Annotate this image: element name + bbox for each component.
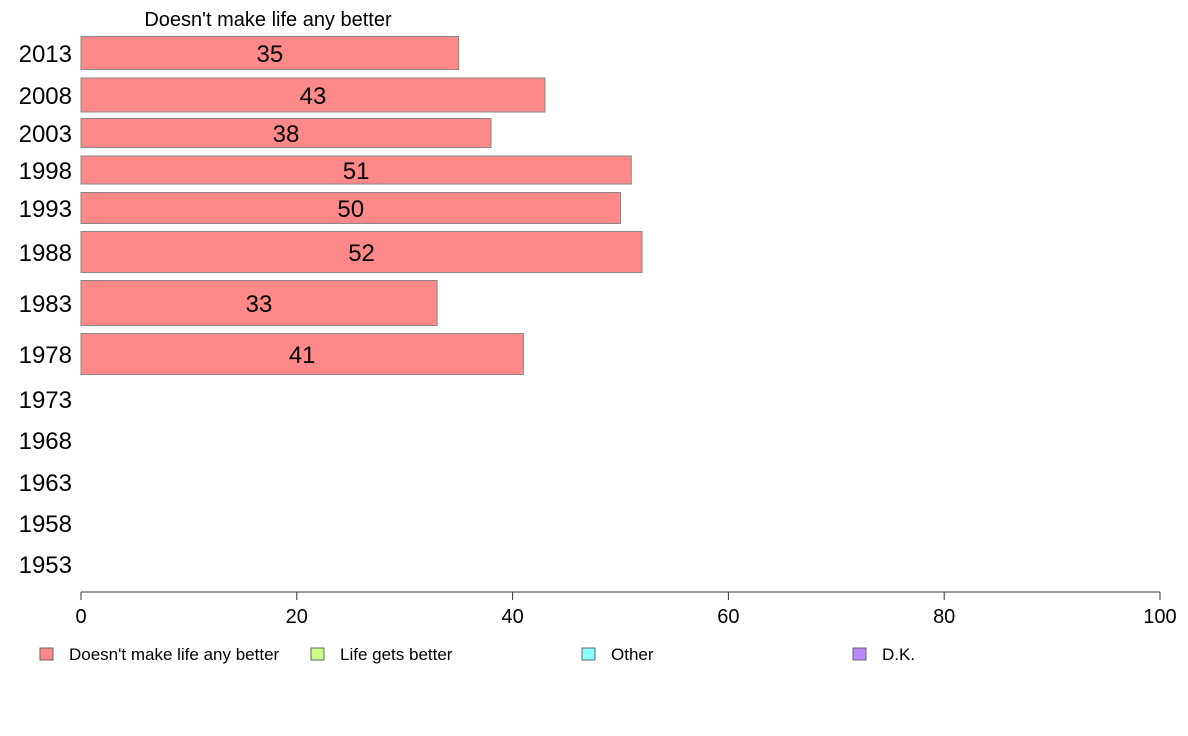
legend-label-3: D.K. (882, 645, 915, 664)
legend-label-2: Other (611, 645, 654, 664)
category-label-1988: 1988 (19, 240, 72, 267)
legend-swatch-1 (310, 647, 325, 661)
chart-title: Doesn't make life any better (144, 9, 392, 31)
bar-1983 (80, 280, 438, 326)
x-tick-label-20: 20 (286, 606, 308, 628)
bar-value-label-1993: 50 (337, 196, 364, 223)
bar-value-label-1983: 33 (246, 291, 273, 318)
category-label-1983: 1983 (19, 291, 72, 318)
x-tick-label-100: 100 (1143, 606, 1176, 628)
category-label-1998: 1998 (19, 158, 72, 185)
bar-value-label-1978: 41 (289, 342, 316, 369)
legend-label-1: Life gets better (340, 645, 453, 664)
legend-swatch-3 (852, 647, 867, 661)
bar-1978 (80, 333, 524, 375)
bar-value-label-1998: 51 (343, 158, 370, 185)
x-tick-label-40: 40 (501, 606, 523, 628)
category-label-1978: 1978 (19, 342, 72, 369)
x-tick-label-0: 0 (75, 606, 86, 628)
category-label-1973: 1973 (19, 387, 72, 414)
category-label-1953: 1953 (19, 552, 72, 579)
x-tick-label-60: 60 (717, 606, 739, 628)
bar-2013 (80, 36, 460, 70)
category-label-1968: 1968 (19, 428, 72, 455)
bar-2003 (80, 118, 492, 148)
bar-1998 (80, 155, 632, 185)
category-label-1993: 1993 (19, 196, 72, 223)
category-label-2003: 2003 (19, 121, 72, 148)
bar-2008 (80, 77, 546, 113)
category-label-2013: 2013 (19, 41, 72, 68)
bar-value-label-2008: 43 (300, 83, 327, 110)
x-axis: 0 20 40 60 80 100 (75, 591, 1177, 628)
category-label-1958: 1958 (19, 511, 72, 538)
legend: Doesn't make life any better Life gets be… (39, 645, 915, 664)
category-label-2008: 2008 (19, 83, 72, 110)
legend-label-0: Doesn't make life any better (69, 645, 280, 664)
bar-value-label-2003: 38 (273, 121, 300, 148)
legend-swatch-0 (39, 647, 54, 661)
category-label-1963: 1963 (19, 470, 72, 497)
bar-value-label-2013: 35 (256, 41, 283, 68)
bar-1988 (80, 231, 643, 273)
x-tick-label-80: 80 (933, 606, 955, 628)
category-labels: 2013 2008 2003 1998 1993 1988 1983 1978 1973 1968… (19, 41, 72, 579)
legend-swatch-2 (581, 647, 596, 661)
bar-1993 (80, 192, 621, 224)
bar-value-label-1988: 52 (348, 240, 375, 267)
